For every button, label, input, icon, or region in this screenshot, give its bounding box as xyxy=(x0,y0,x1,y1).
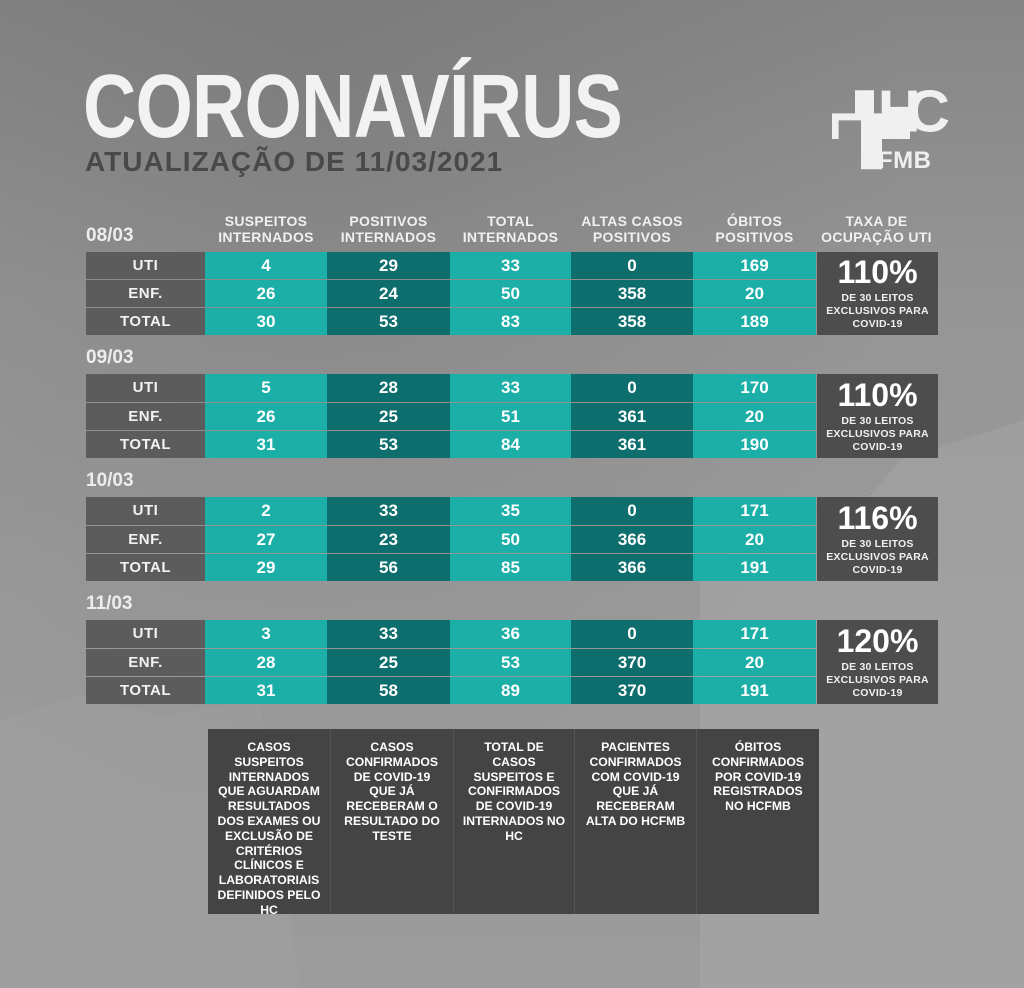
svg-text:FMB: FMB xyxy=(878,147,931,174)
svg-text:C: C xyxy=(907,80,950,145)
